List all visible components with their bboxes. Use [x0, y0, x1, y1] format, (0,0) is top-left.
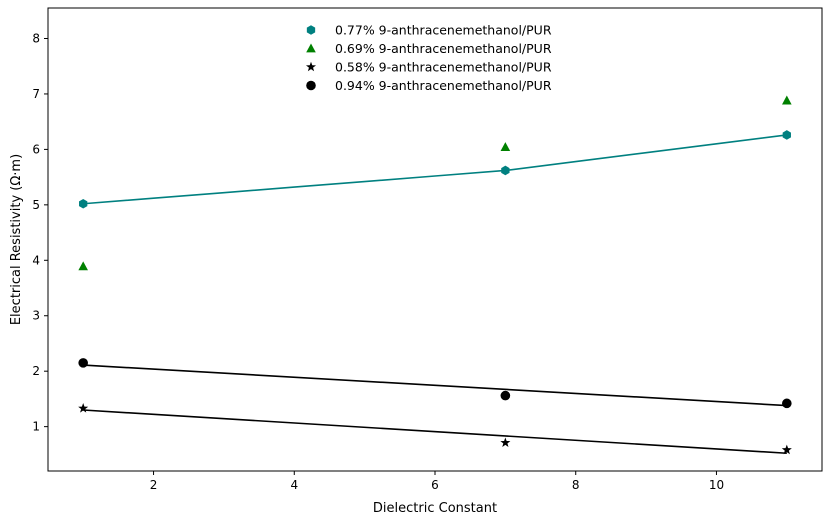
- x-tick-label: 6: [431, 478, 439, 492]
- x-tick-label: 10: [709, 478, 724, 492]
- y-tick-label: 5: [32, 198, 40, 212]
- fit-line: [83, 409, 787, 455]
- y-axis-label: Electrical Resistivity (Ω·m): [9, 154, 24, 325]
- data-point: [500, 390, 511, 401]
- legend-marker: [306, 25, 316, 35]
- fit-lines: [83, 134, 787, 455]
- data-point: [782, 130, 791, 140]
- y-tick-label: 2: [32, 364, 40, 378]
- y-tick-label: 7: [32, 87, 40, 101]
- y-tick-label: 8: [32, 31, 40, 45]
- data-point: [501, 165, 510, 176]
- data-point: [500, 142, 511, 152]
- x-axis-ticks: 2 4 6 8 10: [150, 471, 724, 492]
- data-point: [781, 444, 792, 455]
- x-tick-label: 4: [290, 478, 298, 492]
- y-axis-ticks: 1 2 3 4 5 6 7 8: [32, 31, 48, 434]
- fit-line: [83, 134, 787, 205]
- legend-marker: [305, 61, 317, 72]
- data-point: [782, 95, 792, 105]
- fit-line: [83, 364, 787, 407]
- legend-marker: [306, 43, 316, 53]
- y-tick-label: 1: [32, 420, 40, 434]
- legend-marker: [306, 80, 316, 91]
- data-points: [78, 95, 792, 455]
- data-point: [79, 198, 88, 209]
- legend-entry-label: 0.77% 9-anthracenemethanol/PUR: [335, 23, 552, 38]
- legend-entry-label: 0.69% 9-anthracenemethanol/PUR: [335, 41, 552, 56]
- y-tick-label: 6: [32, 142, 40, 156]
- data-point: [500, 437, 511, 447]
- data-point: [78, 403, 89, 413]
- y-tick-label: 4: [32, 253, 40, 267]
- data-point: [782, 398, 792, 409]
- data-point: [78, 358, 88, 368]
- y-tick-label: 3: [32, 309, 40, 323]
- x-axis-label: Dielectric Constant: [373, 501, 497, 516]
- legend: 0.77% 9-anthracenemethanol/PUR 0.69% 9-an…: [305, 23, 552, 93]
- legend-entry-label: 0.58% 9-anthracenemethanol/PUR: [335, 60, 552, 75]
- legend-entry-label: 0.94% 9-anthracenemethanol/PUR: [335, 78, 552, 93]
- data-point: [78, 261, 88, 271]
- x-tick-label: 8: [572, 478, 580, 492]
- x-tick-label: 2: [150, 478, 158, 492]
